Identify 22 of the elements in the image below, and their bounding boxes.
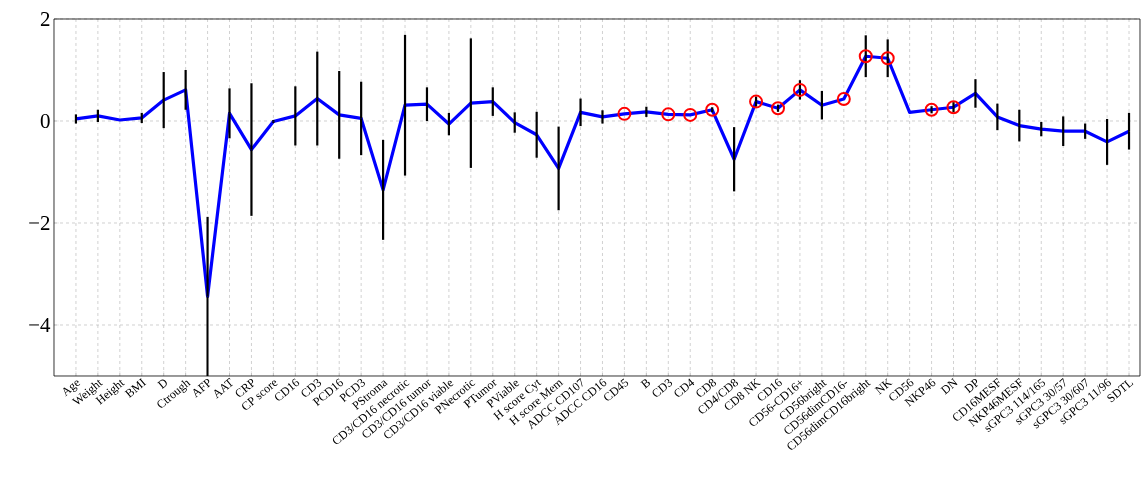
- y-tick-label: −4: [29, 318, 51, 332]
- x-tick-label: B: [640, 379, 650, 389]
- point: [617, 106, 632, 121]
- x-tick-label: AFP: [193, 378, 211, 398]
- y-tick-label: 0: [40, 113, 50, 129]
- point: [661, 107, 676, 122]
- point: [683, 107, 698, 122]
- point: [836, 92, 851, 107]
- point: [705, 102, 720, 117]
- x-tick-label: CD3: [652, 379, 673, 397]
- x-tick-label: BMI: [124, 377, 147, 399]
- y-tick-label: −2: [29, 216, 50, 230]
- x-tick-label: CRP: [235, 378, 255, 397]
- point: [880, 51, 895, 66]
- x-tick-label: CD4: [674, 378, 695, 397]
- point: [792, 82, 807, 97]
- point: [770, 101, 785, 116]
- y-tick-label: 2: [40, 12, 50, 26]
- point: [924, 102, 939, 117]
- point: [946, 100, 961, 115]
- point: [858, 49, 873, 64]
- point: [749, 94, 764, 109]
